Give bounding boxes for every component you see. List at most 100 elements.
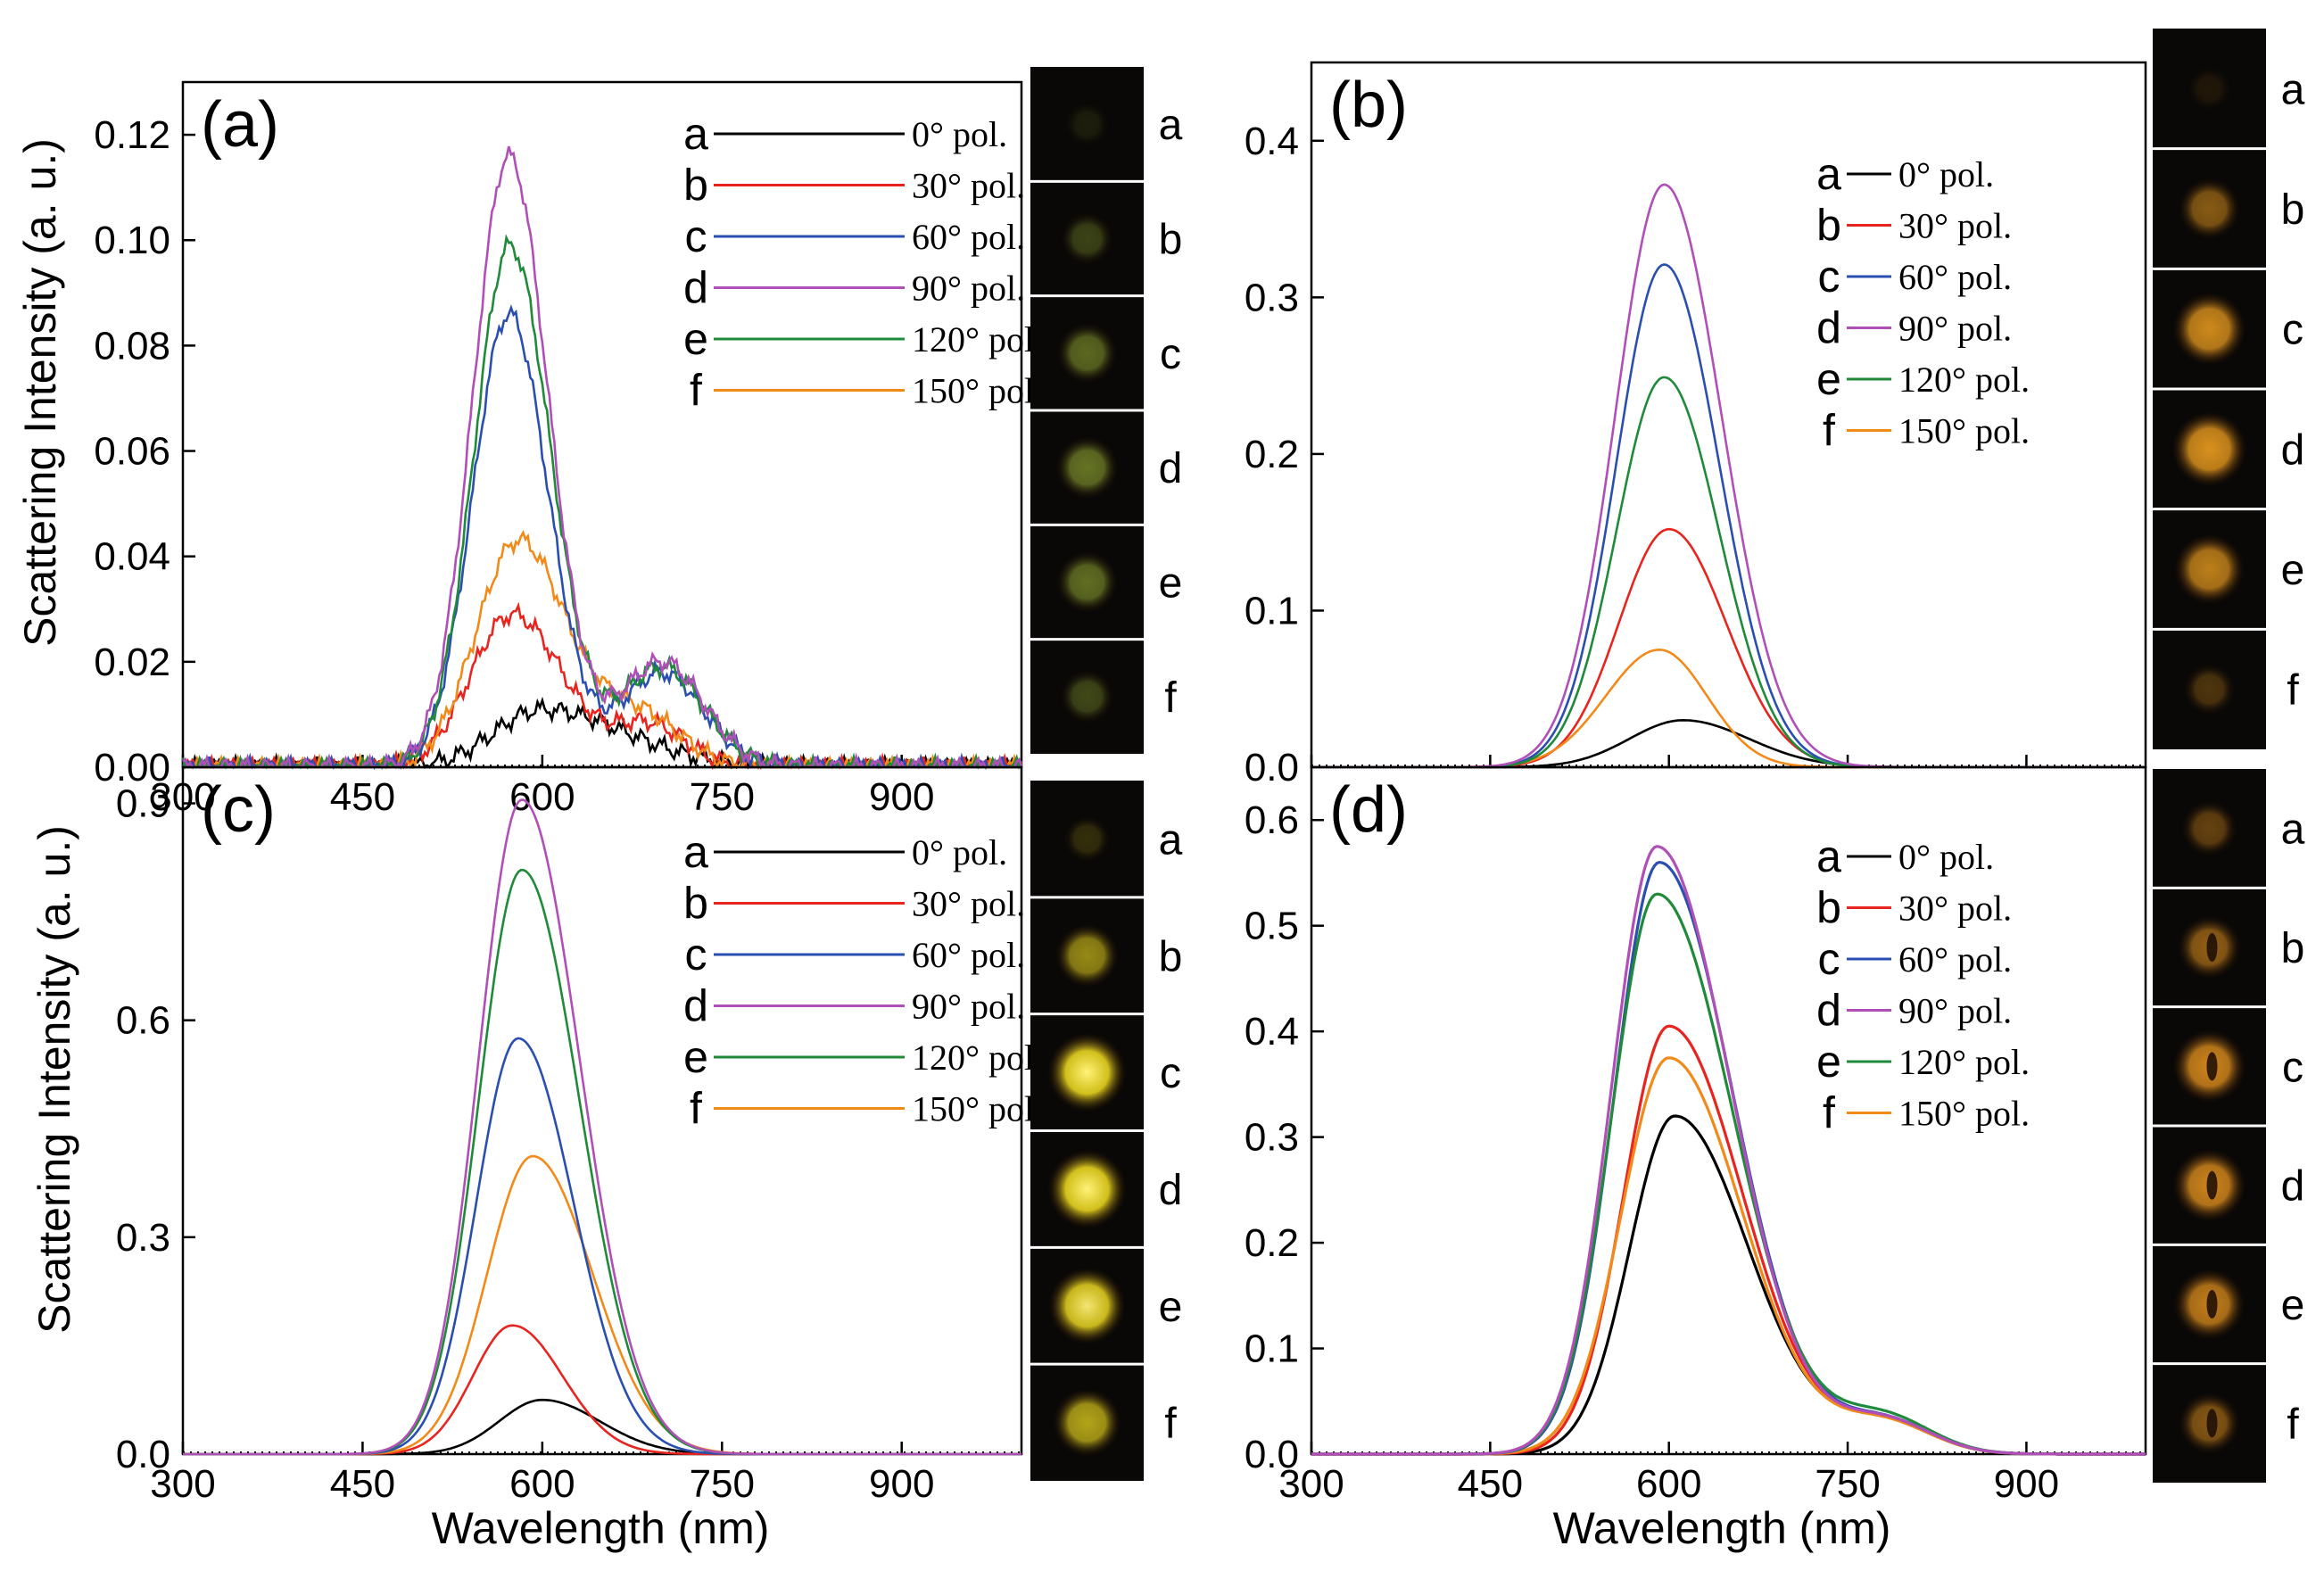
series-line-f bbox=[1311, 648, 2146, 769]
tile-label-d: d bbox=[1159, 445, 1183, 492]
spot-dark-lobe bbox=[2206, 1290, 2218, 1319]
y-tick-label: 0.3 bbox=[116, 1216, 170, 1260]
scattering-spot bbox=[1047, 1033, 1127, 1112]
tile-label-a: a bbox=[1159, 102, 1183, 149]
y-tick-label: 0.02 bbox=[94, 641, 170, 684]
x-tick-label: 450 bbox=[330, 775, 395, 819]
tile-label-a: a bbox=[2281, 66, 2305, 113]
tile-label-f: f bbox=[1164, 674, 1177, 722]
legend-label-b: 30° pol. bbox=[912, 166, 1025, 206]
scattering-spot bbox=[1057, 323, 1117, 384]
x-tick-label: 600 bbox=[1636, 1462, 1701, 1506]
y-tick-label: 0.0 bbox=[116, 1433, 170, 1476]
series-line-c bbox=[183, 1037, 1021, 1456]
legend-key-a: a bbox=[1816, 149, 1841, 199]
legend-label-f: 150° pol. bbox=[912, 1089, 1043, 1129]
y-tick-label: 0.4 bbox=[1245, 120, 1299, 163]
tile-label-d: d bbox=[2281, 426, 2305, 474]
legend-key-e: e bbox=[683, 1032, 708, 1082]
scattering-spot bbox=[1047, 1149, 1127, 1228]
series-line-d bbox=[183, 798, 1021, 1456]
series-line-b bbox=[183, 1324, 1021, 1456]
x-tick-label: 450 bbox=[1458, 1462, 1523, 1506]
x-tick-label: 300 bbox=[150, 1462, 215, 1506]
y-tick-label: 0.5 bbox=[1245, 905, 1299, 948]
x-tick-label: 600 bbox=[509, 1462, 575, 1506]
scattering-spot bbox=[1053, 1388, 1121, 1457]
scattering-spot bbox=[2172, 292, 2246, 366]
series-line-e bbox=[1311, 892, 2146, 1456]
tile-label-e: e bbox=[2281, 547, 2305, 594]
series-line-e bbox=[183, 868, 1021, 1456]
legend-key-f: f bbox=[1823, 1088, 1835, 1138]
legend-label-e: 120° pol. bbox=[1898, 360, 2030, 400]
y-tick-label: 0.3 bbox=[1245, 1116, 1299, 1160]
plot-frame bbox=[181, 765, 1023, 1456]
y-axis-label-top: Scattering Intensity (a. u.) bbox=[15, 138, 65, 647]
series-line-e bbox=[181, 234, 1022, 771]
legend-label-d: 90° pol. bbox=[1898, 991, 2012, 1031]
legend-key-c: c bbox=[685, 211, 707, 261]
scattering-spot bbox=[1048, 1267, 1126, 1344]
x-axis-label-left: Wavelength (nm) bbox=[432, 1503, 770, 1553]
y-tick-label: 0.9 bbox=[116, 782, 170, 826]
plot-frame bbox=[1310, 765, 2147, 1456]
scattering-spot bbox=[2171, 411, 2247, 487]
legend-key-c: c bbox=[685, 930, 707, 980]
x-tick-label: 300 bbox=[1278, 1462, 1344, 1506]
series-line-b bbox=[183, 601, 1023, 771]
legend-key-a: a bbox=[1816, 831, 1841, 881]
legend-key-d: d bbox=[683, 263, 708, 313]
legend-label-a: 0° pol. bbox=[912, 114, 1007, 154]
series-line-f bbox=[183, 529, 1021, 770]
y-tick-label: 0.4 bbox=[1245, 1010, 1299, 1054]
y-tick-label: 0.1 bbox=[1245, 589, 1299, 632]
scattering-spot bbox=[1060, 670, 1114, 723]
x-tick-label: 750 bbox=[690, 775, 755, 819]
legend-label-a: 0° pol. bbox=[1898, 154, 1994, 194]
legend-label-b: 30° pol. bbox=[912, 884, 1025, 924]
tile-label-b: b bbox=[2281, 186, 2305, 234]
legend-label-d: 90° pol. bbox=[912, 987, 1025, 1027]
x-tick-label: 900 bbox=[1994, 1462, 2059, 1506]
scattering-spot bbox=[1063, 815, 1111, 863]
panel-d: 300 450 600 750 900 0.0 0.1 0.2 0.3 0.4 0.5 0.6 (d) a… bbox=[1245, 765, 2305, 1506]
x-tick-label: 750 bbox=[1815, 1462, 1880, 1506]
tile-label-c: c bbox=[1160, 331, 1181, 378]
x-tick-label: 450 bbox=[330, 1462, 395, 1506]
series-line-d bbox=[182, 145, 1023, 771]
legend-label-a: 0° pol. bbox=[1898, 837, 1994, 877]
scattering-spot bbox=[1064, 102, 1110, 146]
series-line-d bbox=[1311, 845, 2146, 1456]
scattering-spot bbox=[2188, 67, 2231, 111]
legend-label-f: 150° pol. bbox=[912, 371, 1043, 411]
legend-key-f: f bbox=[1823, 406, 1835, 456]
scattering-spot bbox=[2179, 178, 2240, 240]
tile-label-e: e bbox=[1159, 1284, 1183, 1331]
panel-label: (b) bbox=[1329, 70, 1408, 141]
legend-key-b: b bbox=[683, 161, 708, 211]
y-tick-label: 0.2 bbox=[1245, 1221, 1299, 1265]
tile-label-a: a bbox=[2281, 806, 2305, 854]
legend-key-c: c bbox=[1818, 934, 1840, 984]
x-axis-label-right: Wavelength (nm) bbox=[1553, 1503, 1891, 1553]
legend-key-f: f bbox=[690, 1084, 702, 1134]
legend-label-c: 60° pol. bbox=[1898, 939, 2012, 980]
tile-label-f: f bbox=[2287, 667, 2299, 715]
y-tick-label: 0.06 bbox=[94, 430, 170, 474]
tile-label-a: a bbox=[1159, 816, 1183, 864]
legend-label-d: 90° pol. bbox=[1898, 309, 2012, 349]
legend-label-e: 120° pol. bbox=[1898, 1042, 2030, 1082]
spot-dark-lobe bbox=[2206, 933, 2218, 962]
legend-key-e: e bbox=[1816, 1037, 1841, 1087]
legend-key-c: c bbox=[1818, 252, 1840, 302]
series-line-b bbox=[1311, 527, 2146, 769]
legend-key-f: f bbox=[690, 366, 702, 416]
x-tick-label: 600 bbox=[509, 775, 575, 819]
legend-key-a: a bbox=[683, 827, 708, 877]
legend-label-c: 60° pol. bbox=[912, 935, 1025, 975]
x-tick-label: 900 bbox=[869, 775, 934, 819]
x-tick-label: 900 bbox=[869, 1462, 934, 1506]
legend-key-b: b bbox=[1816, 883, 1841, 933]
